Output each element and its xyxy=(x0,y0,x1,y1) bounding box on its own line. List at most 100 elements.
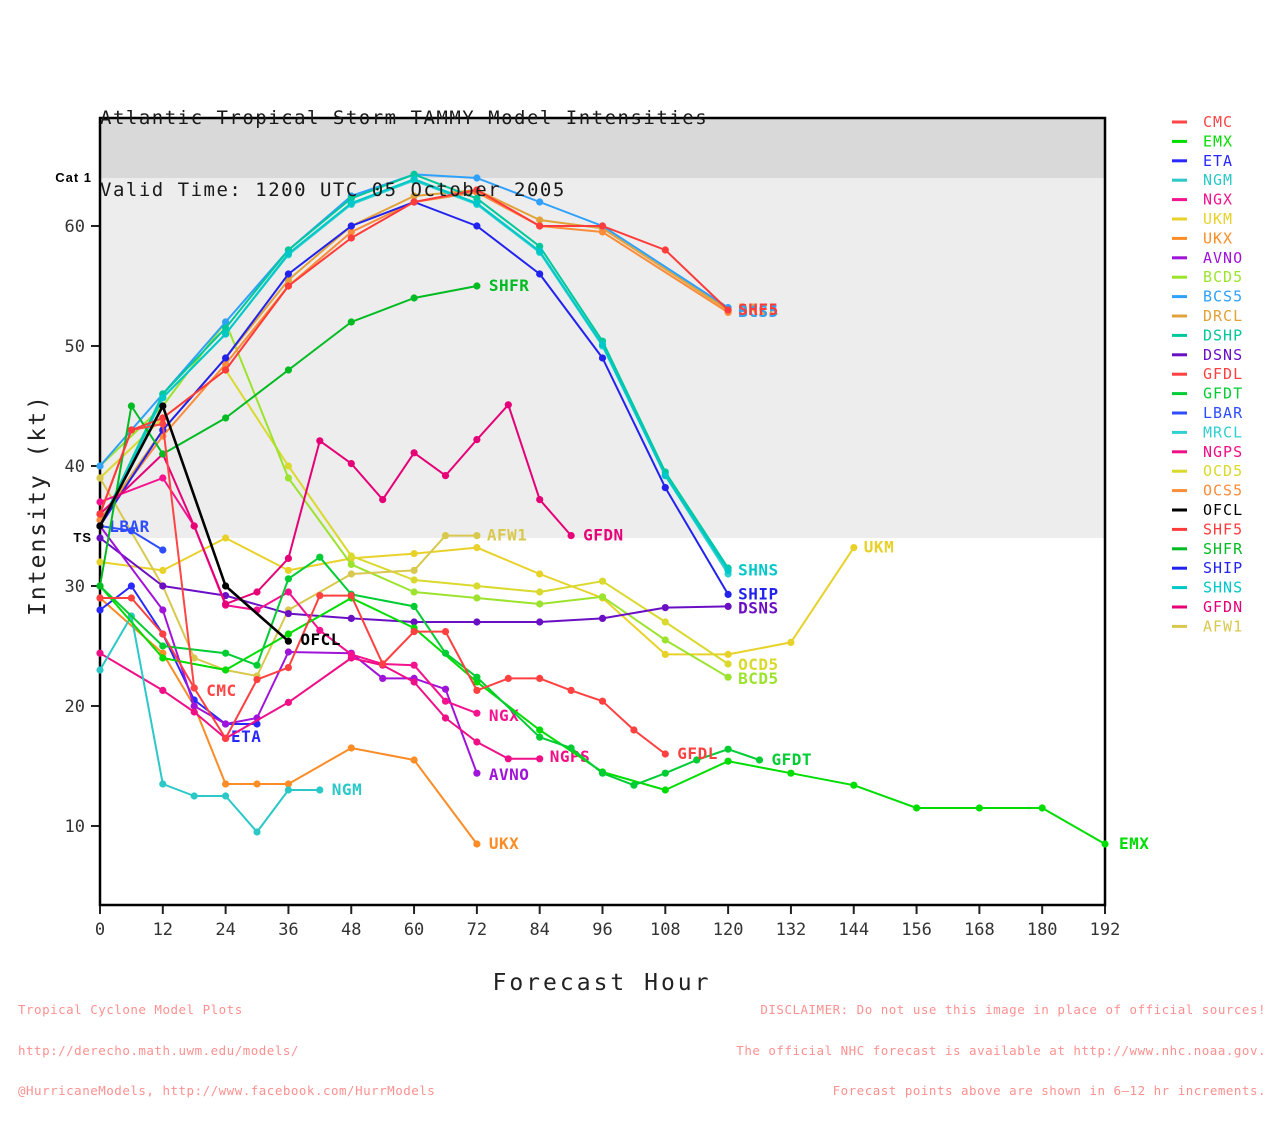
data-point-GFDL xyxy=(661,750,669,758)
data-point-NGPS xyxy=(190,708,198,716)
legend-entry-OFCL: OFCL xyxy=(1172,501,1243,519)
legend-label-DSNS: DSNS xyxy=(1203,346,1243,364)
data-point-NGM xyxy=(96,666,104,674)
legend-entry-SHNS: SHNS xyxy=(1172,579,1242,597)
legend-label-NGPS: NGPS xyxy=(1203,443,1243,461)
x-tick-label: 108 xyxy=(650,920,681,940)
x-axis-ticks: 0 12 24 36 48 60 72 84 96 108 120 132 144 156 168 180 19… xyxy=(95,905,1120,940)
data-point-EMX xyxy=(159,654,167,662)
data-point-EMX xyxy=(1101,840,1109,848)
data-point-SHIP xyxy=(284,270,292,278)
series-label-UKX: UKX xyxy=(489,834,519,853)
series-line-NGM xyxy=(99,615,320,833)
series-NGM: NGM xyxy=(96,612,362,836)
data-point-GFDN xyxy=(347,460,355,468)
data-point-NGPS xyxy=(96,649,104,657)
data-point-GFDT xyxy=(316,553,324,561)
data-point-GFDT xyxy=(441,649,450,657)
legend-label-MRCL: MRCL xyxy=(1203,423,1243,441)
legend-entry-GFDT: GFDT xyxy=(1172,385,1242,403)
data-point-NGX xyxy=(96,498,104,506)
intensity-chart: 0 12 24 36 48 60 72 84 96 108 120 132 144 156 168 180 19… xyxy=(55,113,1243,940)
data-point-UKX xyxy=(284,780,292,788)
data-point-SHF5 xyxy=(96,510,104,518)
data-point-SHIP xyxy=(536,270,544,278)
series-GFDN: GFDN xyxy=(96,401,623,608)
data-point-SHNS xyxy=(410,175,418,183)
series-OFCL: OFCL xyxy=(96,402,340,649)
data-point-SHNS xyxy=(347,199,355,207)
data-point-DSNS xyxy=(284,610,292,618)
data-point-OCS5 xyxy=(598,228,607,236)
data-point-GFDL xyxy=(536,674,544,683)
data-point-UKM xyxy=(410,550,418,558)
data-point-AFW1 xyxy=(347,570,355,578)
legend-entry-CMC: CMC xyxy=(1172,113,1232,131)
data-point-GFDL xyxy=(284,664,292,672)
data-point-SHNS xyxy=(724,566,732,575)
series-label-ETA: ETA xyxy=(231,727,261,746)
data-point-GFDT xyxy=(473,673,481,681)
legend-label-DSHP: DSHP xyxy=(1203,326,1243,344)
data-point-OCD5 xyxy=(473,582,481,590)
y-tick-label: 20 xyxy=(65,697,85,717)
screenshot-root: Atlantic Tropical Storm TAMMY Model Inte… xyxy=(18,107,1266,1097)
legend-label-DRCL: DRCL xyxy=(1203,307,1243,325)
data-point-GFDN xyxy=(284,554,292,563)
data-point-GFDN xyxy=(567,532,575,540)
legend-label-ETA: ETA xyxy=(1203,152,1233,170)
data-point-SHIP xyxy=(598,354,607,362)
series-label-AFW1: AFW1 xyxy=(487,526,528,545)
data-point-EMX xyxy=(724,757,732,765)
data-point-UKX xyxy=(253,780,261,788)
series-label-CMC: CMC xyxy=(206,681,236,700)
series-label-UKM: UKM xyxy=(864,538,894,557)
legend-label-SHIP: SHIP xyxy=(1203,559,1243,577)
legend-entry-UKM: UKM xyxy=(1172,210,1232,228)
series-label-NGM: NGM xyxy=(332,780,362,799)
series-line-SHF5 xyxy=(99,189,729,515)
data-point-DSNS xyxy=(96,534,104,542)
data-point-SHF5 xyxy=(284,282,292,290)
legend-label-NGM: NGM xyxy=(1203,171,1233,189)
legend-entry-DSHP: DSHP xyxy=(1172,326,1243,344)
series-line-NGX xyxy=(99,477,478,715)
series-label-SHF5: SHF5 xyxy=(738,300,779,319)
series-label-GFDT: GFDT xyxy=(772,750,813,769)
disclaimer-line3: Forecast points above are shown in 6–12 … xyxy=(832,1083,1266,1098)
series-SHF5: SHF5 xyxy=(96,186,779,518)
data-point-NGM xyxy=(159,780,167,788)
y-tick-label: 10 xyxy=(65,817,85,837)
data-point-BCS5 xyxy=(536,198,544,206)
legend-entry-UKX: UKX xyxy=(1172,229,1232,247)
y-tick-label: 40 xyxy=(65,457,85,477)
disclaimer-line1: DISCLAIMER: Do not use this image in pla… xyxy=(760,1002,1266,1017)
y-axis-ticks: 10 20 30 40 50 60 xyxy=(65,217,100,837)
data-point-NGX xyxy=(473,709,481,717)
legend-entry-DSNS: DSNS xyxy=(1172,346,1243,364)
data-point-GFDN xyxy=(536,496,544,504)
data-point-NGX xyxy=(347,650,355,659)
series-label-SHFR: SHFR xyxy=(489,276,530,295)
data-point-UKM xyxy=(661,650,669,659)
data-point-DSNS xyxy=(536,618,544,626)
data-point-SHFR xyxy=(127,402,135,410)
data-point-GFDL xyxy=(96,594,104,602)
data-point-GFDL xyxy=(379,660,387,668)
data-point-GFDT xyxy=(410,602,418,611)
data-point-SHNS xyxy=(598,341,607,349)
data-point-BCS5 xyxy=(222,318,230,326)
chart-title-line1: Atlantic Tropical Storm TAMMY Model Inte… xyxy=(100,107,709,129)
x-tick-label: 192 xyxy=(1090,920,1121,940)
data-point-BCD5 xyxy=(724,673,732,681)
data-point-BCD5 xyxy=(598,593,607,601)
series-label-SHNS: SHNS xyxy=(738,560,779,579)
data-point-GFDL xyxy=(473,686,481,695)
legend-label-OFCL: OFCL xyxy=(1203,501,1243,519)
legend-entry-SHFR: SHFR xyxy=(1172,540,1242,558)
credits-line2: http://derecho.math.uwm.edu/models/ xyxy=(18,1042,299,1058)
x-axis-title: Forecast Hour xyxy=(492,970,712,996)
data-point-ETA xyxy=(96,606,104,614)
legend-entry-NGPS: NGPS xyxy=(1172,443,1243,461)
data-point-EMX xyxy=(913,804,921,812)
